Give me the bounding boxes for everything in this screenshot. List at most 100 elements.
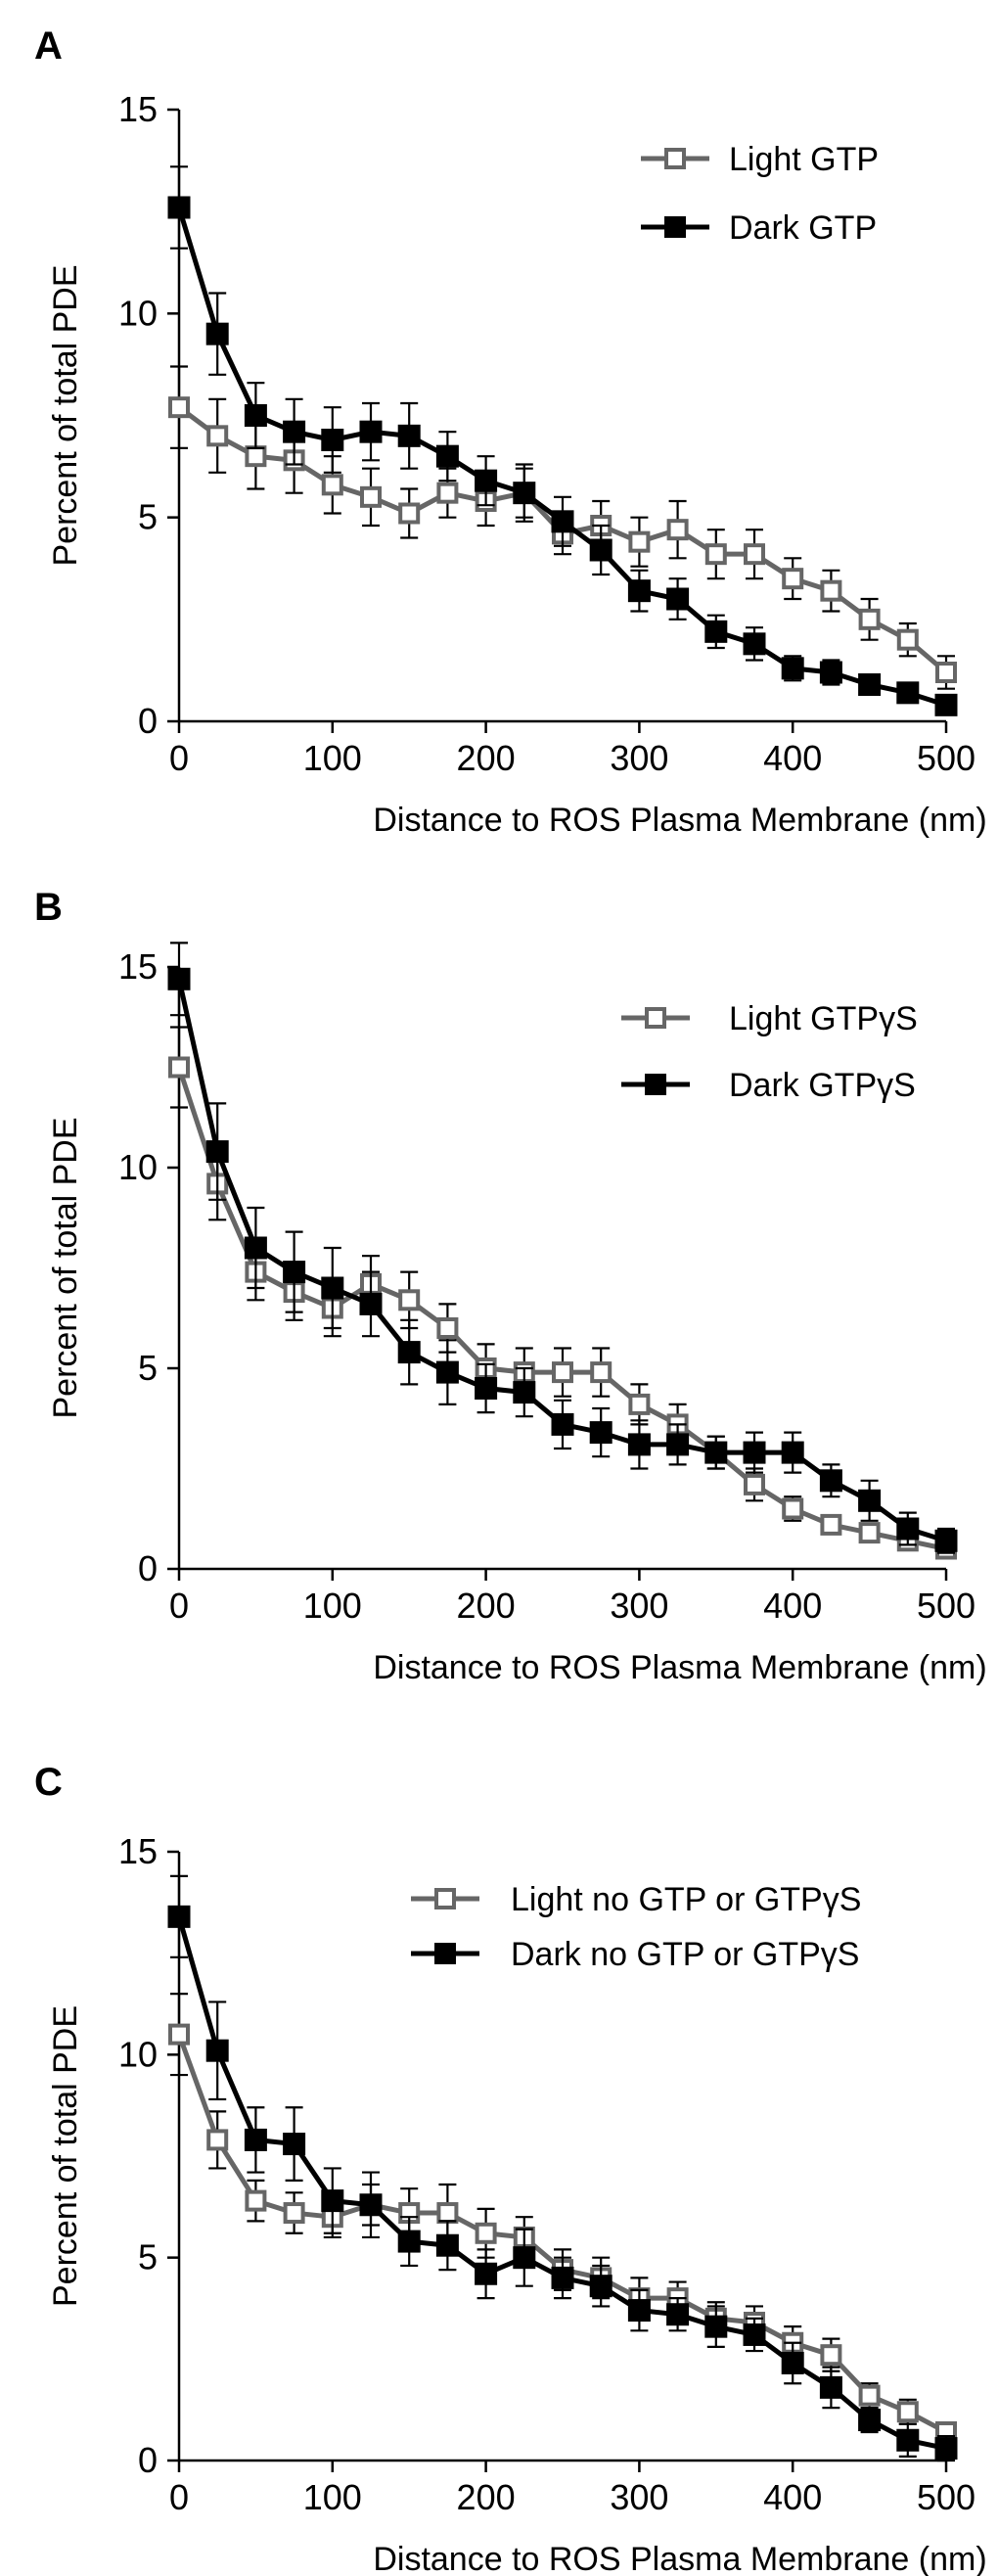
data-point [397, 1341, 421, 1364]
data-point [475, 2262, 498, 2285]
data-point [589, 2275, 612, 2298]
data-point [896, 2401, 919, 2423]
legend-marker [645, 1074, 666, 1095]
legend-marker [434, 1888, 456, 1909]
data-point [283, 2133, 306, 2156]
chart-panel-b: B 0 5 10 15 0 100 200 300 400 500 Distance to ROS P… [34, 886, 987, 1686]
data-point [782, 568, 804, 590]
data-point [205, 1140, 229, 1164]
legend-label: Light GTP [729, 141, 879, 178]
y-tick-label: 15 [118, 946, 158, 987]
data-point [435, 1360, 459, 1384]
x-tick-label: 0 [169, 2477, 189, 2517]
data-point [781, 657, 804, 680]
y-tick-label: 5 [138, 2237, 158, 2277]
data-point [666, 1433, 690, 1456]
data-point [436, 1317, 459, 1339]
data-point [321, 474, 343, 496]
legend-label: Light no GTP or GTPγS [511, 1881, 861, 1918]
x-tick-label: 500 [917, 738, 975, 778]
data-point [590, 1361, 612, 1384]
data-point [283, 2202, 305, 2225]
data-point [627, 2299, 651, 2323]
data-point [744, 1473, 765, 1495]
data-point [283, 1261, 306, 1284]
data-point [435, 444, 459, 468]
data-point [704, 543, 727, 566]
data-point [513, 482, 536, 505]
data-point [551, 510, 574, 533]
data-point [704, 2315, 728, 2338]
y-tick-label: 10 [118, 1147, 158, 1187]
data-point [436, 2202, 459, 2225]
data-point [820, 1513, 842, 1536]
data-point [819, 2375, 842, 2399]
legend-marker [664, 216, 686, 238]
legend: Light GTP Dark GTP [641, 141, 879, 247]
legend-marker [645, 1007, 666, 1029]
data-point [934, 2437, 958, 2461]
x-tick-label: 100 [303, 738, 362, 778]
data-point [435, 2233, 459, 2257]
data-point [628, 530, 651, 553]
y-axis-title: Percent of total PDE [47, 1117, 84, 1418]
data-point [858, 2409, 882, 2432]
series-dark [167, 942, 958, 1554]
data-point [743, 2323, 766, 2346]
data-point [781, 2351, 804, 2374]
data-point [397, 424, 421, 447]
data-point [934, 693, 958, 716]
data-point [666, 519, 689, 541]
data-point [589, 538, 612, 562]
data-point [551, 2266, 574, 2289]
data-point [896, 1517, 920, 1541]
panel-letter: A [34, 24, 63, 68]
x-tick-label: 100 [303, 2477, 362, 2517]
data-point [704, 1441, 728, 1464]
data-point [245, 2189, 267, 2212]
data-point [206, 2129, 229, 2151]
legend-label: Light GTPγS [729, 1000, 918, 1037]
data-point [743, 1441, 766, 1464]
data-point [819, 1469, 842, 1493]
data-point [168, 2023, 190, 2046]
legend-label: Dark GTPγS [729, 1067, 916, 1104]
x-tick-label: 200 [457, 738, 516, 778]
x-tick-label: 400 [763, 738, 822, 778]
data-point [627, 1433, 651, 1456]
y-tick-label: 15 [118, 1831, 158, 1871]
legend-marker [434, 1943, 456, 1964]
x-tick-label: 0 [169, 738, 189, 778]
series-dark [167, 165, 958, 716]
x-axis-title: Distance to ROS Plasma Membrane (nm) [373, 1649, 986, 1686]
data-point [896, 2428, 920, 2452]
data-point [283, 420, 306, 443]
data-point [896, 628, 919, 651]
data-point [168, 396, 190, 419]
y-tick-label: 15 [118, 89, 158, 129]
series-dark [167, 1874, 958, 2462]
y-tick-label: 0 [138, 2440, 158, 2480]
data-point [743, 632, 766, 656]
data-point [167, 1905, 191, 1928]
legend-marker [664, 148, 686, 169]
data-point [704, 620, 728, 643]
data-point [167, 967, 191, 990]
data-point [244, 2128, 267, 2151]
data-point [552, 1361, 573, 1384]
data-point [744, 543, 765, 566]
data-point [205, 2039, 229, 2062]
data-point [858, 1489, 882, 1512]
x-tick-label: 400 [763, 1586, 822, 1626]
x-tick-label: 200 [457, 2477, 516, 2517]
data-point [436, 482, 459, 504]
chart-panel-a: A 0 5 10 15 0 100 200 300 400 500 Distance to ROS P… [34, 24, 987, 839]
data-point [589, 1421, 612, 1445]
data-point [782, 1497, 804, 1520]
data-point [359, 2193, 383, 2217]
data-point [167, 196, 191, 219]
data-point [168, 1056, 190, 1079]
data-point [781, 1441, 804, 1464]
y-tick-label: 0 [138, 1548, 158, 1588]
